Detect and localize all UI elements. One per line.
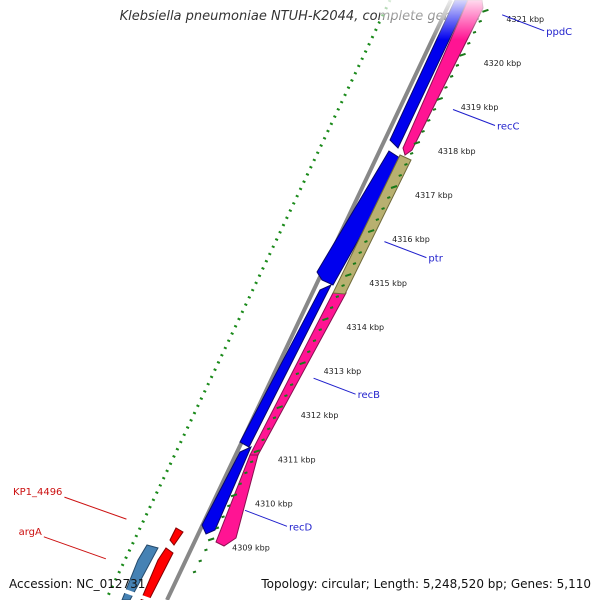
tick-label: 4310 kbp bbox=[255, 499, 293, 508]
tick-label: 4321 kbp bbox=[506, 15, 544, 24]
tick-mark bbox=[436, 96, 444, 101]
gc-content-dotted-line bbox=[104, 0, 392, 600]
gene-label-leader bbox=[244, 509, 288, 527]
minor-tick-mark bbox=[221, 515, 225, 519]
minor-tick-mark bbox=[198, 559, 203, 563]
cds-ptr[interactable] bbox=[332, 154, 412, 295]
gene-label[interactable]: argA bbox=[19, 527, 42, 538]
gene-label-layer: ppdC recC ptr recB recD KP1_4496 argA bbox=[13, 14, 572, 560]
minor-tick-mark bbox=[426, 118, 431, 122]
tick-mark bbox=[299, 361, 306, 366]
tick-label: 4318 kbp bbox=[438, 147, 476, 156]
tick-label: 4320 kbp bbox=[484, 59, 522, 68]
gene-label-leader bbox=[384, 241, 427, 259]
gene-label[interactable]: recD bbox=[289, 522, 313, 533]
tick-label: 4313 kbp bbox=[324, 367, 362, 376]
minor-tick-mark bbox=[449, 74, 454, 78]
tick-mark bbox=[344, 273, 352, 278]
accession-label: Accession: NC_012731 bbox=[9, 577, 146, 591]
tick-mark bbox=[253, 449, 261, 454]
minor-tick-mark bbox=[226, 504, 231, 508]
cds-argA[interactable] bbox=[140, 547, 174, 600]
tick-label: 4311 kbp bbox=[278, 455, 316, 464]
tick-label: 4314 kbp bbox=[346, 323, 384, 332]
minor-tick-mark bbox=[295, 372, 300, 376]
minor-tick-mark bbox=[432, 107, 437, 111]
top-fade bbox=[380, 0, 520, 40]
cds-forward-recC[interactable] bbox=[316, 150, 404, 286]
minor-tick-mark bbox=[364, 240, 368, 244]
minor-tick-mark bbox=[204, 548, 208, 552]
minor-tick-mark bbox=[272, 416, 277, 420]
minor-tick-mark bbox=[215, 526, 220, 530]
tick-mark bbox=[322, 317, 329, 322]
minor-tick-mark bbox=[352, 262, 357, 266]
minor-tick-mark bbox=[478, 19, 483, 23]
minor-tick-mark bbox=[329, 306, 334, 310]
tick-label: 4312 kbp bbox=[301, 411, 339, 420]
tick-mark bbox=[413, 141, 421, 145]
minor-tick-mark bbox=[398, 174, 403, 177]
gene-label-leader bbox=[452, 109, 496, 126]
gene-label-leader bbox=[501, 14, 545, 32]
tick-label: 4316 kbp bbox=[392, 235, 430, 244]
minor-tick-mark bbox=[455, 63, 460, 67]
minor-tick-mark bbox=[244, 471, 248, 475]
gene-label-leader bbox=[43, 536, 107, 560]
cds-reverse-recD[interactable] bbox=[215, 454, 259, 547]
cds-forward-recB[interactable] bbox=[239, 283, 333, 448]
minor-tick-mark bbox=[266, 427, 271, 431]
minor-tick-mark bbox=[386, 196, 391, 199]
minor-tick-mark bbox=[472, 30, 477, 34]
tick-mark bbox=[367, 229, 375, 233]
tick-label: 4309 kbp bbox=[232, 543, 270, 552]
minor-tick-mark bbox=[318, 328, 323, 332]
minor-tick-mark bbox=[444, 85, 448, 89]
minor-tick-mark bbox=[335, 295, 340, 299]
gene-label[interactable]: ptr bbox=[428, 254, 443, 265]
tick-mark bbox=[207, 537, 215, 542]
gene-label[interactable]: recB bbox=[358, 390, 381, 401]
genome-backbone bbox=[165, 0, 453, 600]
tick-layer: 4321 kbp 4320 kbp 4319 kbp 4318 kbp 4317 kbp… bbox=[192, 8, 544, 574]
cds-steel[interactable] bbox=[121, 544, 159, 600]
tick-label: 4317 kbp bbox=[415, 191, 453, 200]
gene-label-leader bbox=[64, 496, 127, 520]
tick-mark bbox=[459, 52, 466, 57]
minor-tick-mark bbox=[284, 394, 288, 398]
minor-tick-mark bbox=[238, 482, 243, 486]
tick-mark bbox=[390, 185, 398, 189]
tick-mark bbox=[482, 8, 489, 13]
minor-tick-mark bbox=[289, 383, 294, 387]
minor-tick-mark bbox=[306, 350, 311, 354]
minor-tick-mark bbox=[341, 284, 345, 288]
strand-divider bbox=[121, 588, 151, 600]
cds-KP1_4496[interactable] bbox=[169, 527, 184, 546]
gene-label[interactable]: recC bbox=[497, 122, 520, 133]
minor-tick-mark bbox=[375, 218, 380, 221]
genome-summary: Topology: circular; Length: 5,248,520 bp… bbox=[261, 577, 591, 591]
minor-tick-mark bbox=[261, 438, 265, 442]
gene-label[interactable]: ppdC bbox=[546, 27, 572, 38]
cds-forward-recD[interactable] bbox=[201, 446, 252, 535]
tick-mark bbox=[230, 493, 238, 498]
gene-label-leader bbox=[313, 377, 356, 395]
minor-tick-mark bbox=[409, 152, 414, 155]
minor-tick-mark bbox=[358, 251, 363, 255]
minor-tick-mark bbox=[249, 460, 254, 464]
minor-tick-mark bbox=[381, 207, 385, 210]
minor-tick-mark bbox=[404, 163, 408, 166]
minor-tick-mark bbox=[312, 339, 317, 343]
tick-label: 4315 kbp bbox=[369, 279, 407, 288]
tick-mark bbox=[276, 405, 284, 410]
minor-tick-mark bbox=[466, 41, 471, 45]
tick-label: 4319 kbp bbox=[461, 103, 499, 112]
gene-label[interactable]: KP1_4496 bbox=[13, 487, 62, 498]
minor-tick-mark bbox=[192, 570, 197, 574]
minor-tick-mark bbox=[421, 129, 425, 133]
